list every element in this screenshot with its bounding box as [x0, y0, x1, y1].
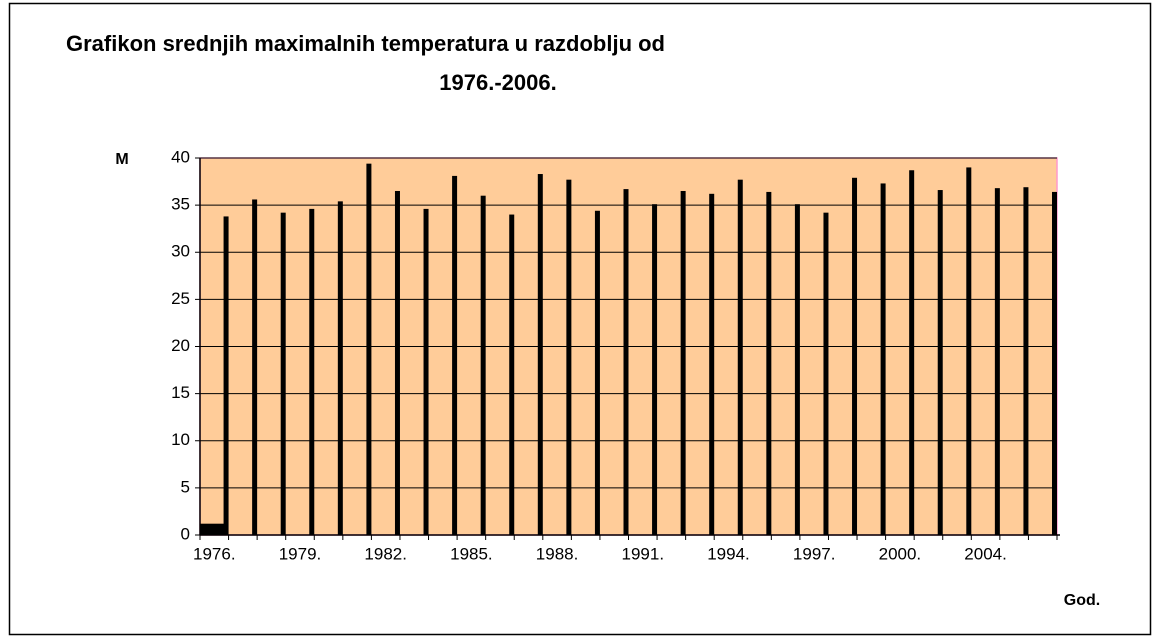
x-tick-label: 1997. — [793, 544, 836, 563]
x-tick-label: 1982. — [364, 544, 407, 563]
y-axis-label: M — [115, 151, 128, 168]
x-axis-label: God. — [1064, 592, 1100, 609]
bar — [566, 179, 572, 536]
bar — [423, 208, 429, 535]
bar — [994, 188, 1000, 535]
x-tick-label: 1985. — [450, 544, 493, 563]
bar — [623, 189, 629, 536]
bar — [680, 190, 686, 536]
bar — [823, 212, 829, 536]
bar — [880, 183, 886, 535]
y-tick-label: 0 — [181, 524, 190, 543]
bar — [452, 175, 458, 535]
bar — [366, 163, 372, 535]
y-tick-label: 15 — [171, 383, 190, 402]
x-tick-label: 1988. — [536, 544, 579, 563]
chart-title: 1976.-2006. — [439, 70, 556, 95]
bar — [966, 167, 972, 536]
bar — [223, 216, 229, 535]
x-tick-label: 2004. — [964, 544, 1007, 563]
y-tick-label: 10 — [171, 430, 190, 449]
bar — [794, 204, 800, 535]
bar — [766, 191, 772, 535]
bar — [537, 174, 543, 535]
y-tick-label: 35 — [171, 195, 190, 214]
bar — [852, 177, 858, 536]
bar — [652, 204, 658, 535]
bar — [737, 179, 743, 536]
bar — [594, 210, 600, 535]
bar — [937, 190, 943, 536]
x-tick-label: 1994. — [707, 544, 750, 563]
bar — [337, 201, 343, 536]
x-tick-label: 1976. — [193, 544, 236, 563]
x-tick-label: 1979. — [279, 544, 322, 563]
bar — [909, 170, 915, 535]
x-tick-label: 1991. — [622, 544, 665, 563]
bar — [509, 214, 515, 536]
y-tick-label: 30 — [171, 242, 190, 261]
y-tick-label: 25 — [171, 289, 190, 308]
bar — [1052, 191, 1057, 535]
bar — [200, 523, 226, 535]
bar — [709, 193, 715, 535]
bar — [394, 190, 400, 536]
bar — [1023, 187, 1029, 535]
y-tick-label: 20 — [171, 336, 190, 355]
y-tick-label: 5 — [181, 477, 190, 496]
bar — [309, 208, 315, 535]
y-tick-label: 40 — [171, 147, 190, 166]
bar — [252, 199, 258, 535]
bar — [280, 212, 286, 536]
x-tick-label: 2000. — [879, 544, 922, 563]
bar — [480, 195, 486, 535]
chart-title: Grafikon srednjih maximalnih temperatura… — [66, 31, 665, 56]
